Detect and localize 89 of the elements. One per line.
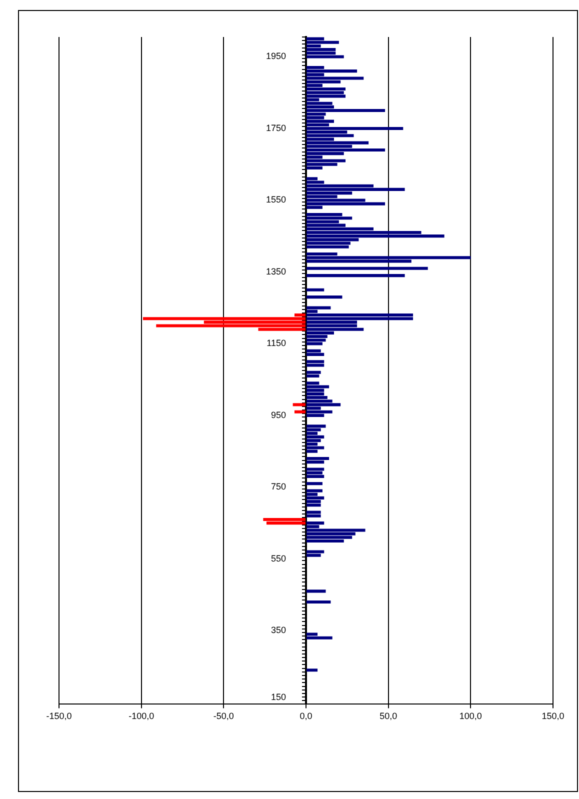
- bar: [306, 141, 369, 144]
- bar: [306, 76, 364, 80]
- y-tick-label: 550: [270, 553, 286, 564]
- y-tick-label: 1950: [266, 51, 286, 62]
- bar: [306, 392, 324, 396]
- bar: [306, 94, 346, 98]
- bar: [306, 474, 324, 478]
- bar: [306, 328, 364, 331]
- y-tick-label: 1550: [266, 194, 286, 205]
- bar: [306, 668, 318, 672]
- bar: [306, 468, 324, 471]
- x-tick-label: -150,0: [46, 711, 72, 722]
- bar: [294, 410, 306, 414]
- bar: [306, 385, 330, 388]
- bar: [306, 338, 326, 342]
- bar: [306, 489, 322, 492]
- bar: [306, 102, 332, 105]
- bar: [306, 374, 320, 378]
- bar: [306, 456, 330, 460]
- bar: [306, 234, 444, 238]
- x-tick-label: 50,0: [380, 711, 398, 722]
- bar: [263, 518, 306, 521]
- bar: [306, 349, 321, 352]
- bar: [306, 528, 366, 532]
- bar: [306, 317, 414, 320]
- x-tick-label: 150,0: [542, 711, 564, 722]
- bar: [306, 554, 321, 557]
- bar: [306, 148, 386, 152]
- bar: [142, 317, 306, 320]
- bar: [306, 504, 321, 507]
- bar: [306, 256, 471, 260]
- bar: [306, 446, 324, 450]
- bar: [306, 342, 322, 346]
- y-tick-label: 1350: [266, 266, 286, 276]
- bar: [306, 134, 354, 138]
- x-tick-label: -100,0: [128, 711, 154, 722]
- bar: [306, 216, 352, 220]
- bar: [306, 424, 326, 428]
- bar: [306, 500, 321, 504]
- bar: [306, 600, 331, 604]
- bar: [306, 288, 324, 292]
- bar: [292, 403, 306, 406]
- bar: [306, 109, 386, 112]
- bar: [306, 510, 321, 514]
- bar: [306, 536, 352, 539]
- bar: [306, 70, 358, 73]
- bar: [306, 550, 324, 554]
- bar: [306, 482, 322, 486]
- y-tick-label: 1750: [266, 122, 286, 133]
- bar: [306, 435, 324, 438]
- bar: [306, 313, 414, 317]
- x-tick-label: 100,0: [459, 711, 482, 722]
- bar: [306, 522, 324, 525]
- bar: [306, 120, 334, 123]
- bar: [306, 296, 342, 299]
- y-tick-label: 150: [270, 692, 286, 702]
- bar: [306, 48, 336, 52]
- y-tick-label: 1150: [266, 338, 286, 348]
- bar: [306, 514, 321, 518]
- bar: [306, 159, 346, 162]
- bar: [306, 91, 344, 94]
- bar: [306, 410, 332, 414]
- y-tick-label: 750: [270, 482, 286, 492]
- bar: [306, 364, 324, 367]
- bar: [266, 522, 306, 525]
- bar: [306, 245, 349, 248]
- bar: [306, 40, 339, 44]
- bar: [306, 636, 332, 640]
- bar: [306, 352, 324, 356]
- bar: [306, 471, 322, 474]
- y-tick-label: 350: [270, 625, 286, 636]
- bar: [306, 87, 346, 91]
- bar: [306, 266, 428, 270]
- bar: [306, 202, 386, 206]
- bar: [306, 403, 341, 406]
- bar: [306, 274, 405, 278]
- bar: [306, 370, 321, 374]
- x-tick-label: 0,0: [300, 711, 312, 722]
- bar: [306, 126, 404, 130]
- bar: [306, 590, 326, 593]
- x-tick-label: -50,0: [213, 711, 234, 722]
- bar: [306, 55, 344, 58]
- y-tick-label: 950: [270, 410, 286, 420]
- bar: [306, 496, 324, 500]
- bar: [306, 360, 324, 364]
- bar: [306, 188, 405, 191]
- bar: [306, 306, 331, 310]
- bar: [306, 439, 321, 442]
- bar: [156, 324, 306, 328]
